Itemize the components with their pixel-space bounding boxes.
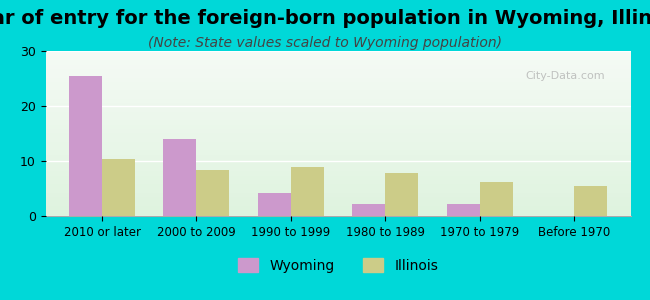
Bar [385, 172, 418, 216]
Bar [574, 186, 607, 216]
Legend: Wyoming, Illinois: Wyoming, Illinois [232, 252, 444, 278]
Bar [480, 182, 513, 216]
Bar [196, 170, 229, 216]
Bar [574, 186, 607, 216]
Bar [102, 159, 135, 216]
Bar [258, 193, 291, 216]
Bar [291, 167, 324, 216]
Bar [447, 204, 480, 216]
Bar [352, 204, 385, 216]
Bar [69, 76, 102, 216]
Bar [291, 167, 324, 216]
Bar [352, 204, 385, 216]
Bar [163, 139, 196, 216]
Bar [385, 172, 418, 216]
Bar [196, 170, 229, 216]
Text: City-Data.com: City-Data.com [525, 71, 605, 81]
Bar [102, 159, 135, 216]
Text: (Note: State values scaled to Wyoming population): (Note: State values scaled to Wyoming po… [148, 36, 502, 50]
Bar [258, 193, 291, 216]
Bar [447, 204, 480, 216]
Bar [69, 76, 102, 216]
Text: Year of entry for the foreign-born population in Wyoming, Illinois: Year of entry for the foreign-born popul… [0, 9, 650, 28]
Bar [163, 139, 196, 216]
Bar [480, 182, 513, 216]
